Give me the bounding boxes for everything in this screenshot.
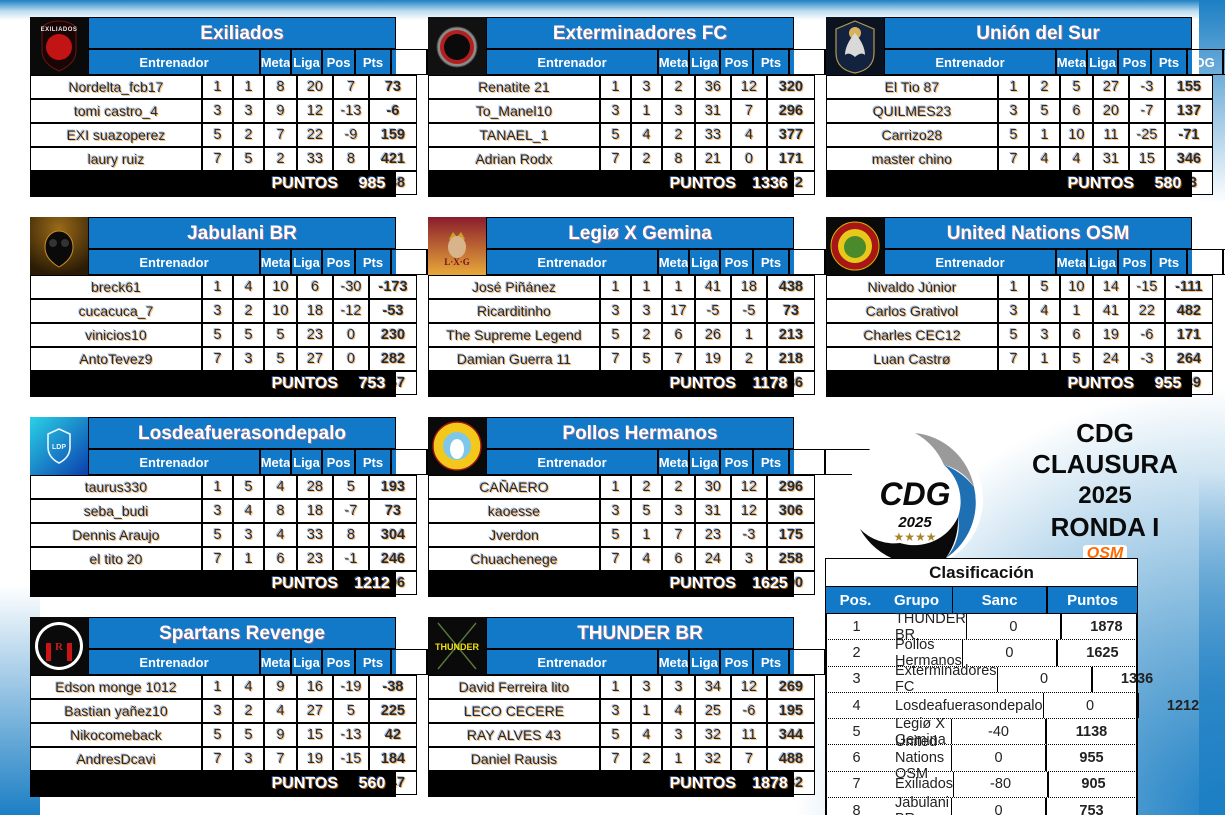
svg-text:LDP: LDP (52, 444, 66, 451)
svg-text:2025: 2025 (897, 514, 932, 531)
svg-text:★★★★: ★★★★ (893, 530, 936, 544)
svg-text:L·X·G: L·X·G (444, 257, 470, 267)
svg-text:THUNDER: THUNDER (435, 642, 479, 652)
svg-text:R: R (55, 641, 64, 653)
svg-text:EXILIADOS: EXILIADOS (41, 27, 78, 33)
svg-text:CDG: CDG (879, 476, 950, 512)
